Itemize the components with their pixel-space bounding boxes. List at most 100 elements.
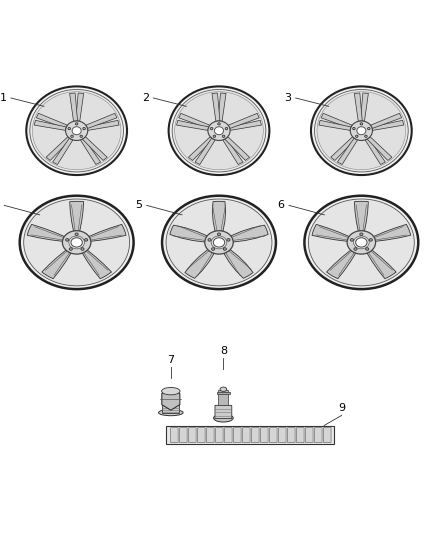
Ellipse shape	[366, 248, 369, 251]
Ellipse shape	[356, 135, 358, 138]
Ellipse shape	[314, 90, 408, 172]
Ellipse shape	[175, 92, 263, 169]
Polygon shape	[360, 93, 368, 121]
Polygon shape	[177, 120, 208, 131]
Ellipse shape	[30, 90, 124, 172]
Ellipse shape	[350, 121, 372, 141]
Ellipse shape	[354, 248, 357, 251]
Ellipse shape	[208, 239, 211, 241]
FancyBboxPatch shape	[314, 427, 322, 442]
FancyBboxPatch shape	[269, 427, 277, 442]
Polygon shape	[89, 224, 126, 241]
Polygon shape	[170, 225, 207, 242]
Polygon shape	[312, 224, 349, 241]
Polygon shape	[70, 93, 78, 121]
Ellipse shape	[68, 127, 71, 130]
Ellipse shape	[350, 239, 353, 241]
Ellipse shape	[215, 127, 223, 135]
Polygon shape	[321, 114, 352, 128]
Polygon shape	[365, 138, 385, 165]
Polygon shape	[86, 114, 117, 128]
Ellipse shape	[20, 196, 134, 289]
Ellipse shape	[172, 90, 266, 172]
Polygon shape	[53, 138, 73, 165]
Ellipse shape	[353, 236, 369, 249]
Ellipse shape	[357, 127, 366, 135]
FancyBboxPatch shape	[170, 427, 178, 442]
Polygon shape	[82, 137, 107, 160]
Ellipse shape	[213, 238, 225, 247]
Text: 1: 1	[0, 93, 7, 103]
FancyBboxPatch shape	[287, 427, 295, 442]
Ellipse shape	[32, 92, 121, 169]
FancyBboxPatch shape	[198, 427, 205, 442]
Polygon shape	[36, 114, 67, 128]
Ellipse shape	[218, 123, 220, 125]
Ellipse shape	[24, 199, 130, 286]
Polygon shape	[46, 137, 71, 160]
Polygon shape	[224, 249, 253, 278]
Ellipse shape	[205, 231, 233, 254]
Ellipse shape	[66, 239, 69, 241]
Ellipse shape	[212, 248, 215, 251]
FancyBboxPatch shape	[305, 427, 313, 442]
Polygon shape	[331, 137, 356, 160]
Text: 9: 9	[338, 403, 345, 413]
FancyBboxPatch shape	[225, 427, 232, 442]
FancyBboxPatch shape	[323, 427, 331, 442]
Ellipse shape	[223, 135, 225, 138]
FancyBboxPatch shape	[297, 427, 304, 442]
FancyBboxPatch shape	[251, 427, 259, 442]
FancyBboxPatch shape	[261, 427, 268, 442]
Polygon shape	[231, 225, 268, 242]
FancyBboxPatch shape	[166, 426, 334, 445]
Ellipse shape	[217, 233, 221, 236]
Ellipse shape	[85, 239, 88, 241]
Polygon shape	[212, 93, 220, 121]
Ellipse shape	[80, 135, 82, 138]
Ellipse shape	[208, 121, 230, 141]
Ellipse shape	[227, 239, 230, 241]
Ellipse shape	[210, 127, 213, 130]
FancyBboxPatch shape	[188, 427, 196, 442]
Text: 3: 3	[284, 93, 291, 103]
Ellipse shape	[213, 135, 215, 138]
Polygon shape	[185, 249, 214, 278]
Polygon shape	[337, 138, 357, 165]
Polygon shape	[188, 137, 213, 160]
Ellipse shape	[162, 387, 180, 395]
Ellipse shape	[166, 199, 272, 286]
FancyBboxPatch shape	[206, 427, 214, 442]
Ellipse shape	[304, 196, 418, 289]
Ellipse shape	[75, 123, 78, 125]
Ellipse shape	[360, 123, 363, 125]
Ellipse shape	[66, 121, 88, 141]
Ellipse shape	[83, 127, 85, 130]
Polygon shape	[162, 388, 180, 410]
Ellipse shape	[360, 233, 363, 236]
Ellipse shape	[72, 127, 81, 135]
FancyBboxPatch shape	[215, 427, 223, 442]
Polygon shape	[70, 201, 84, 231]
Polygon shape	[195, 138, 215, 165]
FancyBboxPatch shape	[217, 392, 230, 394]
Polygon shape	[225, 137, 250, 160]
Ellipse shape	[356, 238, 367, 247]
Polygon shape	[367, 137, 392, 160]
Polygon shape	[374, 224, 411, 241]
Ellipse shape	[223, 248, 226, 251]
FancyBboxPatch shape	[215, 405, 232, 418]
FancyBboxPatch shape	[162, 403, 180, 413]
Polygon shape	[319, 120, 351, 131]
Ellipse shape	[369, 239, 372, 241]
Polygon shape	[230, 120, 261, 131]
Ellipse shape	[75, 233, 78, 236]
Polygon shape	[218, 93, 226, 121]
Ellipse shape	[311, 86, 412, 175]
Polygon shape	[42, 250, 71, 279]
Polygon shape	[76, 93, 84, 121]
Ellipse shape	[317, 92, 406, 169]
Ellipse shape	[220, 387, 227, 391]
Ellipse shape	[62, 231, 91, 254]
Ellipse shape	[308, 199, 414, 286]
